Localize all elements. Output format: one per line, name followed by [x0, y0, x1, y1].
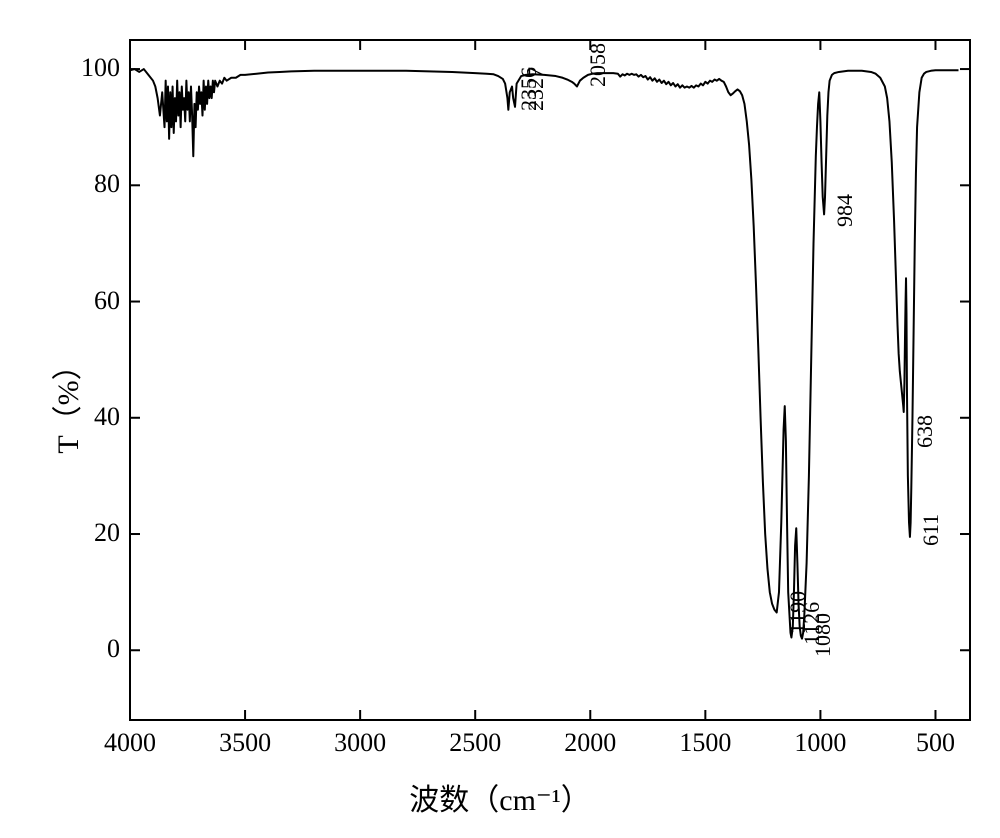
x-tick-label: 1000	[780, 728, 860, 758]
peak-label: 1080	[810, 613, 836, 657]
x-tick-label: 3000	[320, 728, 400, 758]
peak-label: 2058	[585, 43, 611, 87]
peak-label: 984	[832, 194, 858, 227]
x-tick-label: 4000	[90, 728, 170, 758]
ir-spectrum-chart: T（%） 波数（cm⁻¹） 40003500300025002000150010…	[0, 0, 1000, 833]
x-tick-label: 500	[895, 728, 975, 758]
y-tick-label: 20	[60, 518, 120, 548]
x-tick-label: 2000	[550, 728, 630, 758]
peak-label: 2327	[523, 67, 549, 111]
x-axis-label: 波数（cm⁻¹）	[0, 775, 1000, 819]
peak-label: 638	[912, 415, 938, 448]
y-tick-label: 60	[60, 286, 120, 316]
plot-area	[0, 0, 1000, 833]
x-tick-label: 1500	[665, 728, 745, 758]
y-tick-label: 100	[60, 53, 120, 83]
peak-label: 611	[918, 514, 944, 546]
y-tick-label: 0	[60, 634, 120, 664]
x-tick-label: 2500	[435, 728, 515, 758]
y-tick-label: 40	[60, 402, 120, 432]
y-tick-label: 80	[60, 169, 120, 199]
x-tick-label: 3500	[205, 728, 285, 758]
